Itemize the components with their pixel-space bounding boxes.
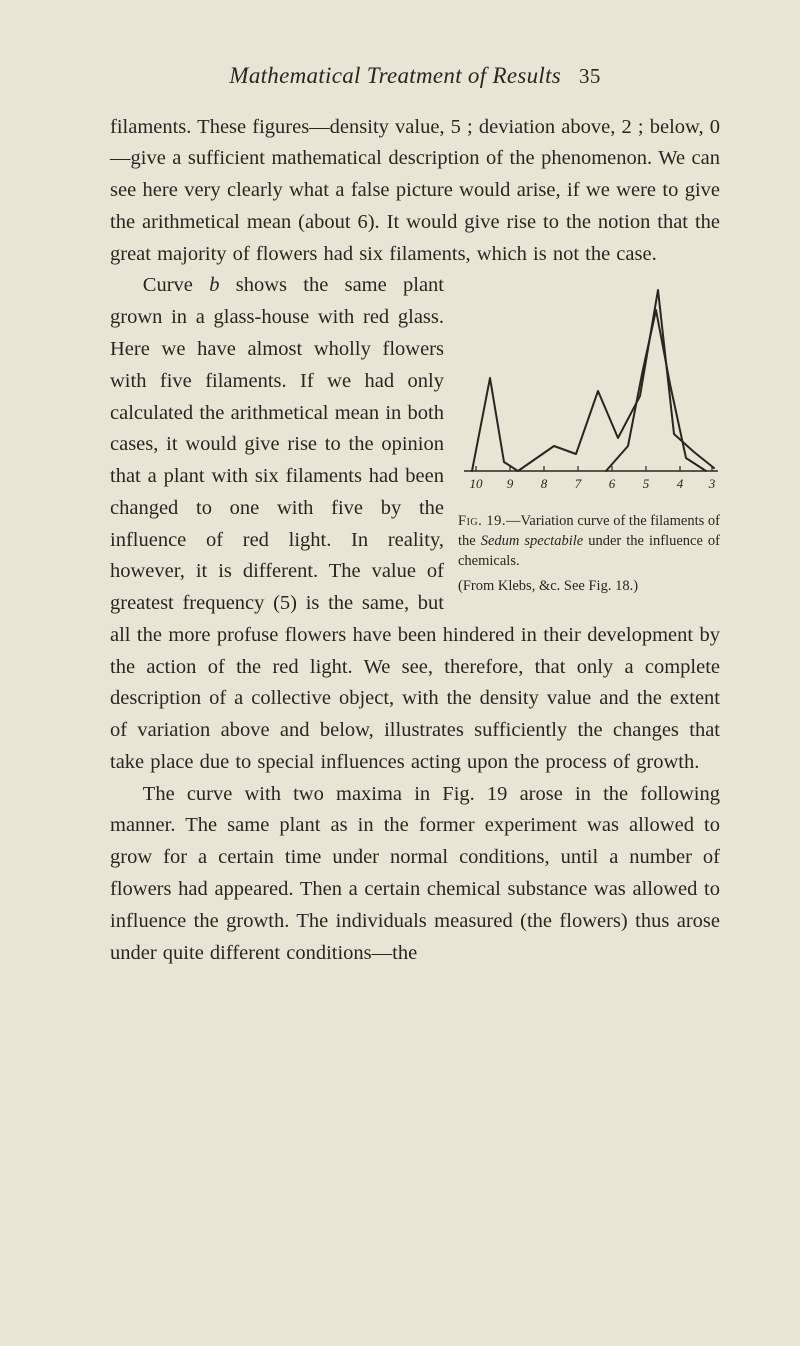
p2-italic-b: b [209,274,219,296]
p2-seg-a: Curve [143,274,209,296]
running-title: Mathematical Treatment of Results [229,63,561,88]
caption-lead: Fig. 19. [458,513,506,529]
svg-text:3: 3 [708,476,716,491]
figure-19-caption: Fig. 19.—Variation curve of the filament… [458,512,720,596]
paragraph-1: filaments. These figures—density value, … [110,112,720,271]
svg-text:5: 5 [643,476,650,491]
figure-19: 10 9 8 7 6 5 4 3 Fig. 19.—Variation curve of th… [458,276,720,596]
figure-19-svg: 10 9 8 7 6 5 4 3 [458,276,720,508]
running-head: Mathematical Treatment of Results 35 [110,58,720,94]
svg-text:7: 7 [575,476,582,491]
svg-text:10: 10 [470,476,484,491]
page-number: 35 [579,64,601,88]
paragraph-3: The curve with two maxima in Fig. 19 aro… [110,779,720,970]
caption-italic-species: Sedum spectabile [481,533,583,549]
svg-text:4: 4 [677,476,684,491]
body-text: filaments. These figures—density value, … [110,112,720,970]
svg-text:9: 9 [507,476,514,491]
caption-line-2: (From Klebs, &c. See Fig. 18.) [458,578,638,594]
svg-text:6: 6 [609,476,616,491]
svg-text:8: 8 [541,476,548,491]
